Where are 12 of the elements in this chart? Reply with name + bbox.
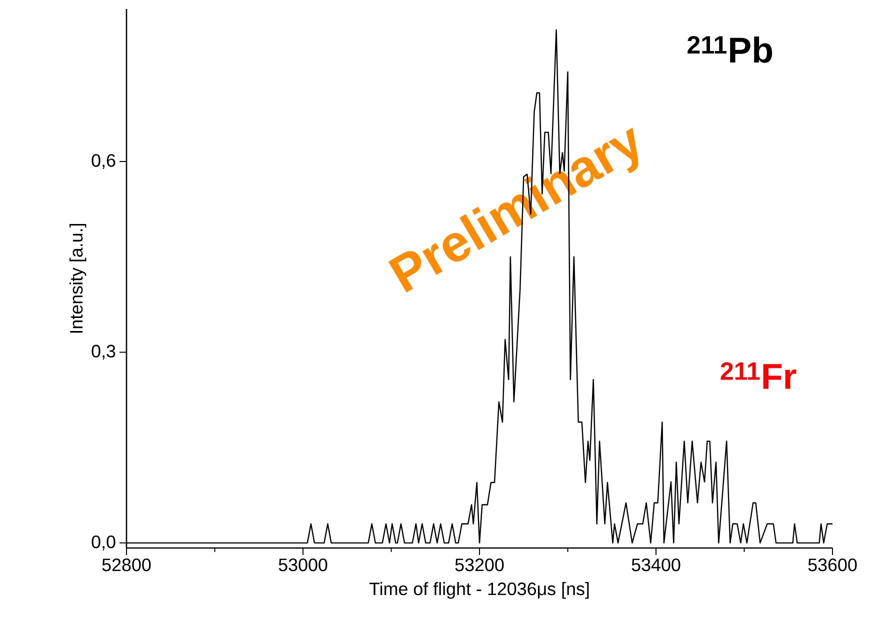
x-axis-title: Time of flight - 12036μs [ns] — [369, 582, 589, 599]
y-tick-label: 0,0 — [92, 535, 116, 550]
annotation: $^{211}$Pb — [688, 36, 772, 63]
y-axis-title: Intensity [a.u.] — [69, 224, 86, 333]
annotation: $^{211}$Fr — [720, 362, 796, 389]
x-tick-label: 52800 — [102, 558, 151, 572]
x-tick-label: 53000 — [278, 558, 328, 572]
y-tick-label: 0,6 — [92, 154, 116, 169]
x-tick-label: 53400 — [632, 558, 680, 572]
x-tick-label: 53600 — [808, 558, 857, 572]
y-tick-label: 0,3 — [92, 344, 116, 360]
x-tick-label: 53200 — [455, 558, 504, 572]
